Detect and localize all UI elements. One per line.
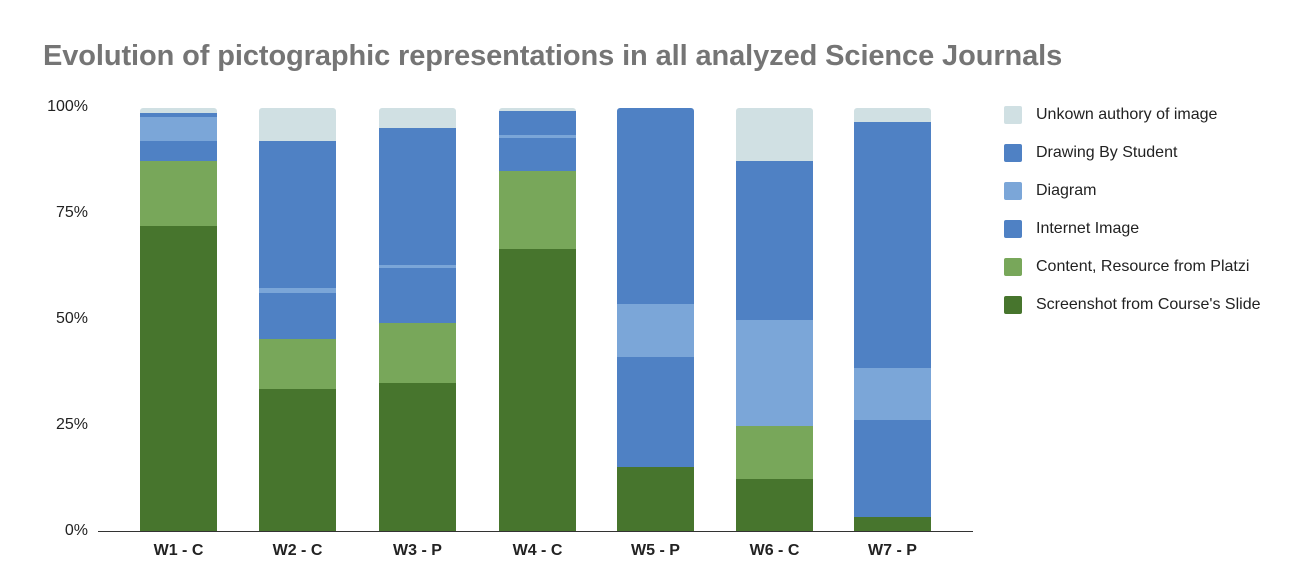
- bar-w4-c[interactable]: [499, 108, 576, 532]
- bar-segment[interactable]: [499, 108, 576, 112]
- legend-label: Drawing By Student: [1036, 144, 1178, 161]
- bar-segment[interactable]: [736, 161, 813, 320]
- bar-segment[interactable]: [617, 356, 694, 467]
- bar-segment[interactable]: [617, 303, 694, 357]
- legend-label: Internet Image: [1036, 220, 1140, 237]
- legend-label: Unkown authory of image: [1036, 106, 1218, 123]
- bar-w5-p[interactable]: [617, 108, 694, 532]
- bar-w7-p[interactable]: [854, 108, 931, 532]
- legend-swatch-icon: [1004, 220, 1022, 238]
- x-tick-label: W4 - C: [512, 542, 563, 559]
- bar-segment[interactable]: [259, 108, 336, 142]
- bar-segment[interactable]: [379, 264, 456, 268]
- bar-segment[interactable]: [854, 517, 931, 532]
- bar-w1-c[interactable]: [140, 108, 217, 532]
- bar-segment[interactable]: [379, 127, 456, 265]
- x-axis-line: [98, 531, 973, 532]
- bar-segment[interactable]: [499, 171, 576, 250]
- bar-w2-c[interactable]: [259, 108, 336, 532]
- bar-segment[interactable]: [259, 141, 336, 289]
- bar-segment[interactable]: [379, 322, 456, 384]
- x-tick-label: W5 - P: [631, 542, 680, 559]
- y-tick-label: 100%: [47, 98, 88, 115]
- bar-segment[interactable]: [854, 108, 931, 123]
- bar-segment[interactable]: [140, 161, 217, 226]
- bar-segment[interactable]: [854, 122, 931, 368]
- bar-segment[interactable]: [140, 108, 217, 114]
- chart-title: Evolution of pictographic representation…: [43, 40, 1063, 72]
- legend-item[interactable]: Content, Resource from Platzi: [1004, 248, 1260, 286]
- plot-area: [98, 108, 973, 532]
- x-tick-label: W6 - C: [749, 542, 800, 559]
- bar-segment[interactable]: [854, 420, 931, 518]
- bar-segment[interactable]: [259, 339, 336, 390]
- legend-swatch-icon: [1004, 258, 1022, 276]
- x-tick-label: W1 - C: [153, 542, 204, 559]
- y-tick-label: 50%: [55, 310, 88, 327]
- legend-item[interactable]: Screenshot from Course's Slide: [1004, 286, 1260, 324]
- legend-swatch-icon: [1004, 106, 1022, 124]
- y-tick-label: 75%: [55, 204, 88, 221]
- bar-segment[interactable]: [379, 267, 456, 323]
- bar-segment[interactable]: [259, 293, 336, 340]
- legend-label: Diagram: [1036, 182, 1097, 199]
- legend-swatch-icon: [1004, 296, 1022, 314]
- bar-segment[interactable]: [140, 141, 217, 162]
- x-tick-label: W2 - C: [272, 542, 323, 559]
- y-tick-label: 25%: [55, 416, 88, 433]
- legend-swatch-icon: [1004, 182, 1022, 200]
- bar-w6-c[interactable]: [736, 108, 813, 532]
- bar-segment[interactable]: [140, 116, 217, 142]
- bar-segment[interactable]: [140, 113, 217, 117]
- bar-segment[interactable]: [854, 367, 931, 421]
- legend: Unkown authory of image Drawing By Studen…: [1004, 96, 1260, 324]
- legend-item[interactable]: Unkown authory of image: [1004, 96, 1260, 134]
- bar-segment[interactable]: [617, 108, 694, 304]
- bar-segment[interactable]: [736, 320, 813, 426]
- legend-swatch-icon: [1004, 144, 1022, 162]
- bar-segment[interactable]: [259, 288, 336, 294]
- legend-item[interactable]: Internet Image: [1004, 210, 1260, 248]
- legend-item[interactable]: Diagram: [1004, 172, 1260, 210]
- bar-segment[interactable]: [736, 479, 813, 532]
- x-tick-label: W3 - P: [393, 542, 442, 559]
- legend-item[interactable]: Drawing By Student: [1004, 134, 1260, 172]
- bar-segment[interactable]: [379, 383, 456, 532]
- bar-segment[interactable]: [499, 111, 576, 136]
- bar-segment[interactable]: [259, 389, 336, 532]
- legend-label: Screenshot from Course's Slide: [1036, 296, 1261, 313]
- bar-segment[interactable]: [617, 466, 694, 532]
- bar-segment[interactable]: [499, 138, 576, 172]
- bar-segment[interactable]: [499, 249, 576, 532]
- bar-w3-p[interactable]: [379, 108, 456, 532]
- bar-segment[interactable]: [499, 135, 576, 139]
- y-tick-label: 0%: [64, 522, 88, 539]
- x-tick-label: W7 - P: [868, 542, 917, 559]
- bar-segment[interactable]: [736, 108, 813, 161]
- bar-segment[interactable]: [140, 225, 217, 532]
- bar-segment[interactable]: [736, 426, 813, 479]
- legend-label: Content, Resource from Platzi: [1036, 258, 1250, 275]
- bar-segment[interactable]: [379, 108, 456, 128]
